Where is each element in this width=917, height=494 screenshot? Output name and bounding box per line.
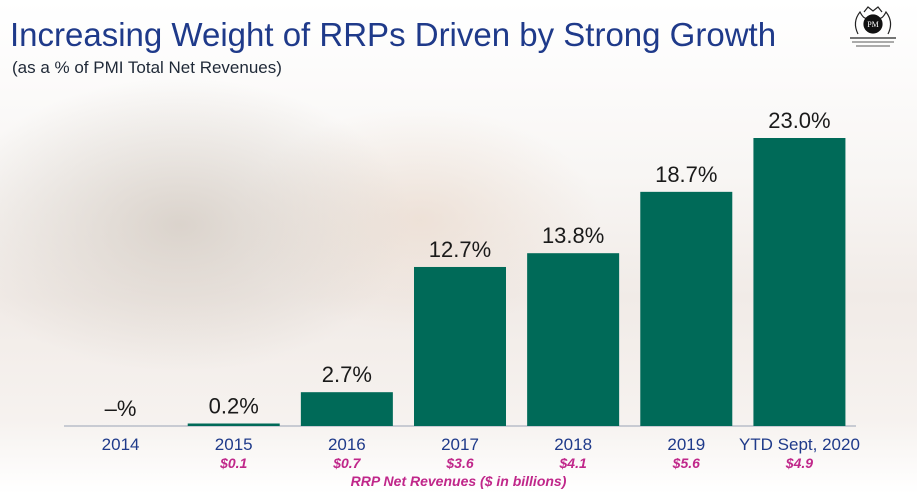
value-label-1: 0.2% <box>209 393 259 418</box>
category-label-3: 2017 <box>441 435 479 454</box>
category-label-4: 2018 <box>554 435 592 454</box>
revenue-label-3: $3.6 <box>445 455 473 471</box>
revenue-caption: RRP Net Revenues ($ in billions) <box>350 473 567 489</box>
revenue-label-6: $4.9 <box>785 455 813 471</box>
category-label-2: 2016 <box>328 435 366 454</box>
value-label-3: 12.7% <box>429 237 491 262</box>
revenue-label-4: $4.1 <box>559 455 587 471</box>
bar-4 <box>527 253 620 426</box>
category-label-1: 2015 <box>215 435 253 454</box>
value-label-5: 18.7% <box>655 162 717 187</box>
category-label-0: 2014 <box>102 435 140 454</box>
bar-3 <box>414 266 506 426</box>
page-subtitle: (as a % of PMI Total Net Revenues) <box>12 58 282 77</box>
category-label-5: 2019 <box>667 435 705 454</box>
svg-text:PM: PM <box>867 20 879 29</box>
bar-1 <box>187 423 280 426</box>
value-label-2: 2.7% <box>322 362 372 387</box>
revenue-label-5: $5.6 <box>672 455 700 471</box>
value-label-4: 13.8% <box>542 223 604 248</box>
revenue-label-1: $0.1 <box>219 455 247 471</box>
bar-6 <box>753 138 846 426</box>
revenue-label-2: $0.7 <box>332 455 361 471</box>
page-title: Increasing Weight of RRPs Driven by Stro… <box>10 16 777 53</box>
value-label-0: –% <box>105 396 137 421</box>
bar-5 <box>640 191 733 426</box>
bar-2 <box>300 392 393 426</box>
category-label-6: YTD Sept, 2020 <box>739 435 860 454</box>
value-label-6: 23.0% <box>768 108 830 133</box>
pmi-crest-logo-icon: PM <box>850 6 896 47</box>
